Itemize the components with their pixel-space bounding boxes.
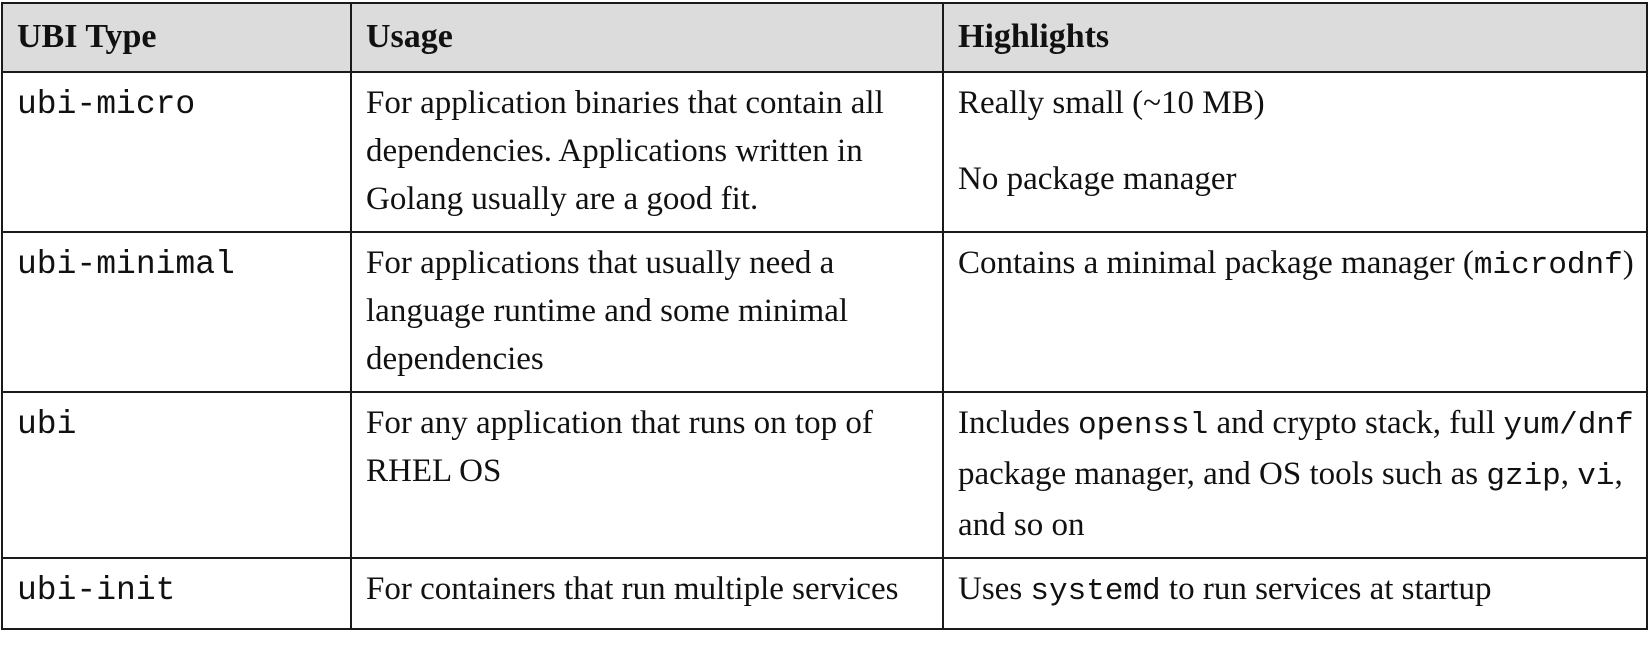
header-usage: Usage (350, 2, 944, 73)
highlight-text: Uses (958, 571, 1031, 607)
table-row: ubi-minimal For applications that usuall… (1, 231, 1648, 393)
code-text: systemd (1030, 574, 1161, 609)
highlight-text: Contains a minimal package manager ( (958, 245, 1474, 281)
highlight-text: , and so on (958, 456, 1623, 543)
code-text: microdnf (1473, 248, 1623, 283)
usage-cell: For application binaries that contain al… (350, 71, 944, 233)
highlights-cell: Really small (~10 MB) No package manager (942, 71, 1648, 233)
header-row: UBI Type Usage Highlights (1, 2, 1648, 73)
highlight-text: , (1560, 456, 1578, 492)
code-text: yum/dnf (1503, 408, 1634, 443)
code-text: openssl (1078, 408, 1209, 443)
highlight-text: to run services at startup (1160, 571, 1492, 607)
highlights-cell: Uses systemd to run services at startup (942, 557, 1648, 630)
highlight-text: ) (1622, 245, 1634, 281)
header-ubi-type: UBI Type (1, 2, 352, 73)
usage-cell: For containers that run multiple service… (350, 557, 944, 630)
highlight-item: Really small (~10 MB) (958, 85, 1265, 121)
ubi-type-cell: ubi-minimal (1, 231, 352, 393)
ubi-types-table: UBI Type Usage Highlights ubi-micro For … (1, 2, 1648, 630)
code-text: gzip (1486, 459, 1561, 494)
highlight-item: No package manager (958, 161, 1237, 197)
header-highlights: Highlights (942, 2, 1648, 73)
highlights-cell: Includes openssl and crypto stack, full … (942, 391, 1648, 559)
ubi-type-cell: ubi-init (1, 557, 352, 630)
usage-cell: For applications that usually need a lan… (350, 231, 944, 393)
ubi-type-cell: ubi-micro (1, 71, 352, 233)
ubi-type-cell: ubi (1, 391, 352, 559)
highlight-text: package manager, and OS tools such as (958, 456, 1487, 492)
highlight-text: and crypto stack, full (1208, 405, 1504, 441)
highlight-text: Includes (958, 405, 1079, 441)
highlights-cell: Contains a minimal package manager (micr… (942, 231, 1648, 393)
usage-cell: For any application that runs on top of … (350, 391, 944, 559)
code-text: vi (1577, 459, 1615, 494)
table-row: ubi-micro For application binaries that … (1, 71, 1648, 233)
table-row: ubi For any application that runs on top… (1, 391, 1648, 559)
table-row: ubi-init For containers that run multipl… (1, 557, 1648, 630)
